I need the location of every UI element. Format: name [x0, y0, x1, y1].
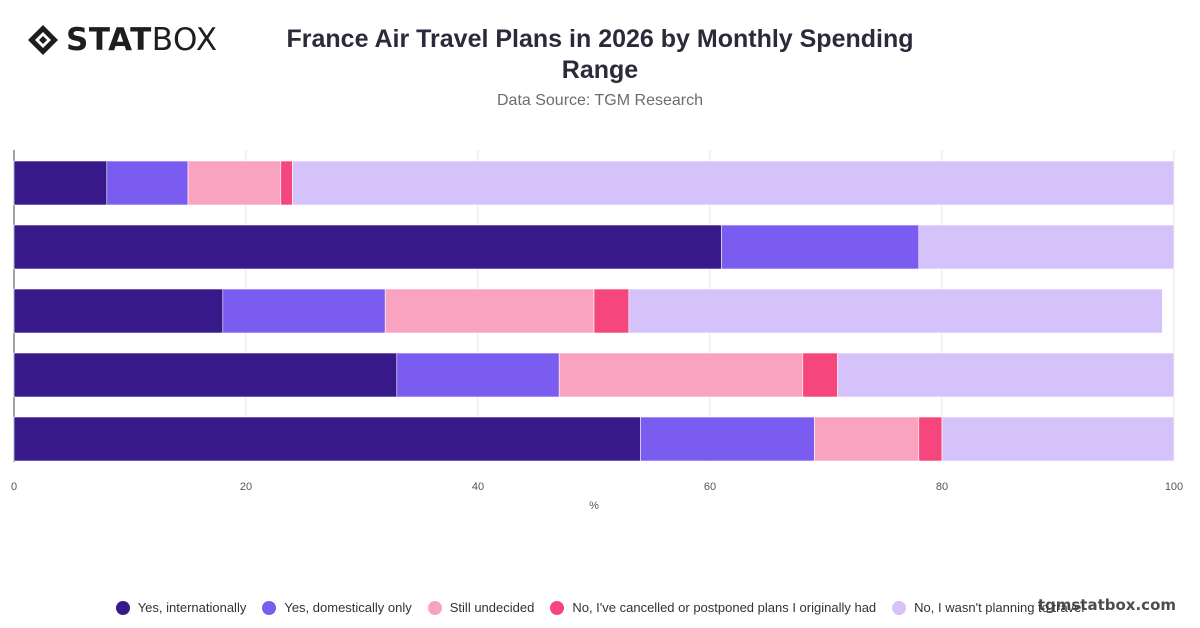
logo-wordmark-light: BOX — [151, 22, 218, 58]
legend-swatch — [892, 600, 907, 615]
bar-segment — [222, 288, 386, 334]
bar-segment — [918, 416, 943, 462]
x-tick-label: 100 — [1165, 481, 1183, 493]
bar-segment — [13, 224, 722, 270]
bar-segment — [187, 160, 282, 206]
chart-title: France Air Travel Plans in 2026 by Month… — [286, 25, 914, 84]
bar-segment — [292, 160, 1175, 206]
bar-segment — [628, 288, 1163, 334]
bars — [13, 160, 1175, 462]
x-tick-label: 60 — [704, 481, 716, 493]
x-tick-label: 20 — [240, 481, 252, 493]
legend-swatch — [262, 600, 277, 615]
logo-wordmark: STATBOX — [66, 22, 218, 58]
bar-segment — [721, 224, 920, 270]
legend-swatch — [115, 600, 130, 615]
legend-item[interactable]: No, I've cancelled or postponed plans I … — [550, 600, 876, 615]
bar-segment — [558, 352, 804, 398]
logo-wordmark-strong: STAT — [66, 22, 152, 58]
legend-label: Still undecided — [449, 600, 535, 615]
legend-item[interactable]: Yes, domestically only — [262, 600, 412, 615]
bar-segment — [13, 288, 224, 334]
legend: Yes, internationally Yes, domestically on… — [0, 600, 1200, 615]
legend-item[interactable]: No, I wasn't planning to travel — [892, 600, 1084, 615]
chart-subtitle: Data Source: TGM Research — [496, 92, 703, 109]
legend-label: No, I wasn't planning to travel — [914, 600, 1085, 615]
legend-item[interactable]: Yes, internationally — [115, 600, 247, 615]
legend-swatch — [550, 600, 565, 615]
bar-segment — [384, 288, 595, 334]
bar-segment — [941, 416, 1175, 462]
diamond-logo-icon — [28, 25, 58, 55]
watermark: tgmstatbox.com — [1037, 596, 1176, 614]
bar-segment — [593, 288, 630, 334]
bar-segment — [918, 224, 1175, 270]
bar-segment — [837, 352, 1175, 398]
legend-swatch — [427, 600, 442, 615]
bar-segment — [802, 352, 838, 398]
bar-segment — [814, 416, 920, 462]
x-axis-label: % — [589, 500, 599, 512]
bar-segment — [396, 352, 560, 398]
bar-segment — [280, 160, 293, 206]
bar-segment — [13, 352, 398, 398]
bar-segment — [640, 416, 815, 462]
statbox-logo: STATBOX — [26, 22, 218, 58]
x-axis: 0 20 40 60 80 100% — [11, 481, 1183, 512]
bar-segment — [13, 160, 108, 206]
x-tick-label: 40 — [472, 481, 484, 493]
x-tick-label: 0 — [11, 481, 17, 493]
stacked-bar-chart: 0 20 40 60 80 100% — [11, 150, 1183, 512]
legend-item[interactable]: Still undecided — [427, 600, 535, 615]
x-tick-label: 80 — [936, 481, 948, 493]
legend-label: No, I've cancelled or postponed plans I … — [572, 600, 877, 615]
bar-segment — [13, 416, 641, 462]
bar-segment — [106, 160, 189, 206]
legend-label: Yes, domestically only — [284, 600, 412, 615]
legend-label: Yes, internationally — [137, 600, 247, 615]
